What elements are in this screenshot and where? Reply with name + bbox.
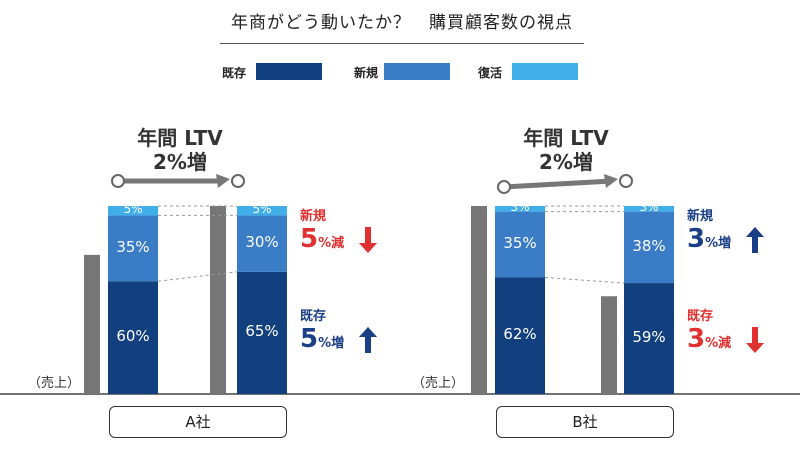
bar-1-0-existing [495,277,545,394]
data-label-1-0-new: 35% [503,234,537,253]
change-segment-0-1: 既存 [300,309,327,324]
bar-0-1-new [237,215,287,272]
bar-1-1-new [624,211,674,284]
change-direction-0-1: 増 [331,336,345,351]
change-segment-1-1: 既存 [687,309,714,324]
change-annotation-0-0: 新規 5%減 [300,205,344,254]
arrow-up-icon-1-0 [746,227,764,253]
change-value-0-1: 5 [300,324,319,354]
change-value-1-0: 3 [687,224,706,254]
data-label-0-1-existing: 65% [245,322,279,341]
change-annotation-0-1: 既存 5%増 [300,305,344,354]
ltv-line2-1: 2%増 [539,150,593,174]
ltv-arrow-head-0 [216,174,230,188]
bar-1-0-new [495,211,545,278]
data-label-1-0-existing: 62% [503,325,537,344]
data-label-1-1-revival: 3% [639,200,659,215]
connector-1-0 [544,276,625,284]
arrow-down-icon-0-0 [359,227,377,253]
bar-0-0-existing [108,281,158,394]
ltv-line1-1: 年間 LTV [523,126,609,150]
ltv-arrow-start-0 [111,174,125,188]
ltv-arrow-end-0 [231,174,245,188]
data-label-1-1-new: 38% [632,236,666,255]
legend-label-new: 新規 [354,66,379,80]
ltv-line1-0: 年間 LTV [137,126,223,150]
bar-0-0-new [108,215,158,282]
ltv-arrow-line-1 [503,178,613,190]
arrow-up-icon-0-1 [359,327,377,353]
legend-swatch-existing [256,63,322,80]
bar-0-1-existing [237,271,287,394]
data-label-0-0-new: 35% [116,237,150,256]
change-unit-1-0: % [705,236,719,251]
change-unit-0-0: % [318,236,332,251]
legend-swatch-new [384,63,450,80]
sales-bar-0-before [84,254,100,394]
data-label-0-0-revival: 5% [123,202,143,217]
company-label-1: B社 [496,406,674,438]
change-annotation-1-0: 新規 3%増 [687,205,731,254]
sales-bar-1-before [471,206,487,394]
bar-1-1-existing [624,283,674,394]
data-label-0-1-revival: 5% [252,202,272,217]
data-label-0-1-new: 30% [245,233,279,252]
sales-axis-label-1: （売上） [412,376,465,391]
sales-bar-1-after [601,296,617,394]
ltv-arrow-end-1 [619,174,633,188]
legend-label-existing: 既存 [222,66,247,80]
data-label-1-0-revival: 3% [510,200,530,215]
change-segment-0-0: 新規 [300,209,327,224]
change-direction-1-0: 増 [718,236,732,251]
bar-0-0-revival [108,206,158,216]
bar-1-1-revival [624,206,674,212]
ltv-line2-0: 2%増 [153,150,207,174]
bar-1-0-revival [495,206,545,212]
change-unit-1-1: % [705,336,719,351]
sales-bar-0-after [210,206,226,394]
title-underline [220,43,584,44]
change-direction-0-0: 減 [331,236,345,251]
change-unit-0-1: % [318,336,332,351]
chart-title: 年商がどう動いたか？ 購買顧客数の視点 [231,13,573,33]
company-label-0: A社 [109,406,287,438]
change-segment-1-0: 新規 [687,209,714,224]
sales-axis-label-0: （売上） [28,376,81,391]
connector-0-0 [157,271,238,282]
change-value-1-1: 3 [687,324,706,354]
ltv-arrow-start-1 [497,180,511,194]
legend-label-revival: 復活 [478,66,503,80]
bar-0-1-revival [237,206,287,216]
ltv-arrow-head-1 [604,174,618,188]
change-value-0-0: 5 [300,224,319,254]
arrow-down-icon-1-1 [746,327,764,353]
legend-swatch-revival [512,63,578,80]
change-annotation-1-1: 既存 3%減 [687,305,731,354]
change-direction-1-1: 減 [718,336,732,351]
data-label-0-0-existing: 60% [116,327,150,346]
data-label-1-1-existing: 59% [632,328,666,347]
